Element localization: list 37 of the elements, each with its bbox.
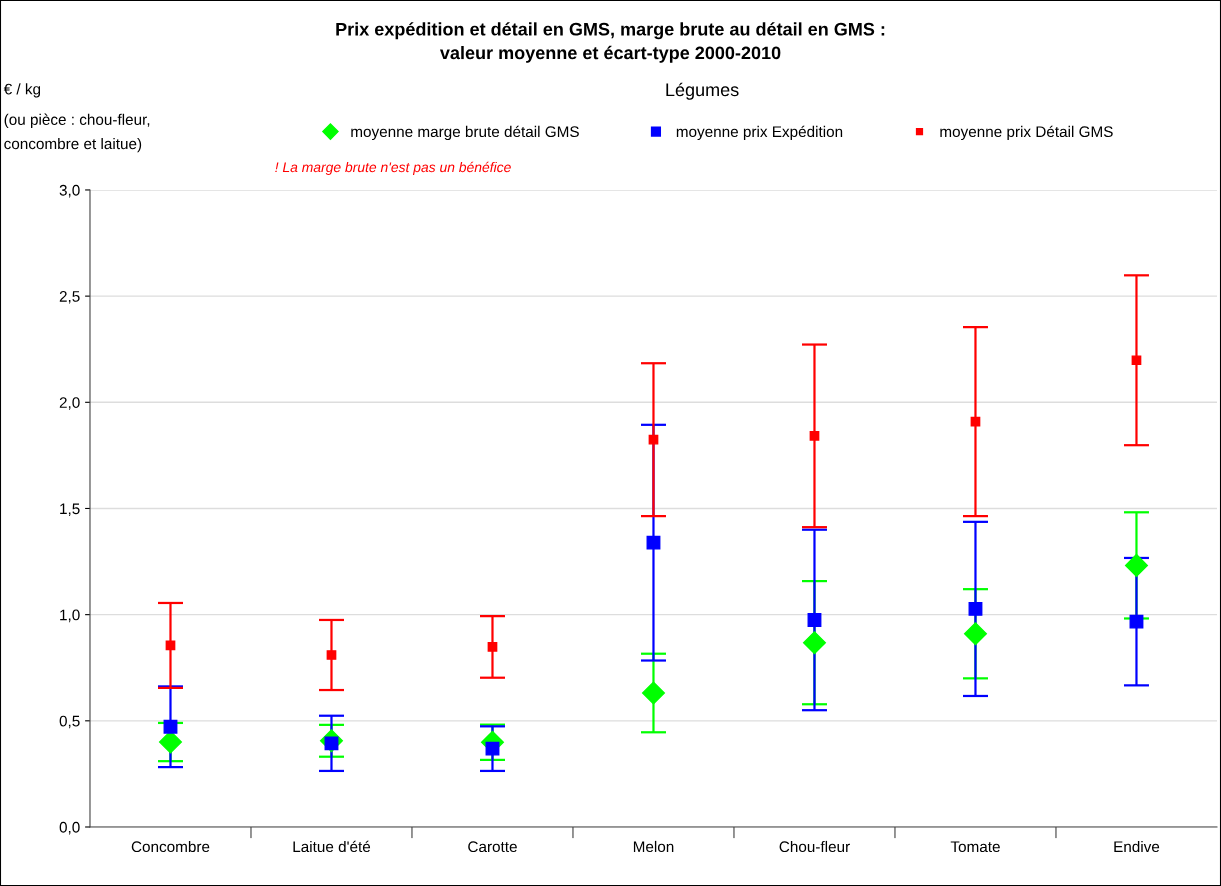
legend-label: moyenne prix Détail GMS xyxy=(940,125,1113,141)
point xyxy=(1129,614,1144,629)
point xyxy=(809,430,820,441)
x-tick-label: Chou-fleur xyxy=(779,840,850,853)
x-tick-label: Laitue d'été xyxy=(293,840,371,853)
y-tick-label: 0,5 xyxy=(59,715,80,729)
x-tick-label: Carotte xyxy=(468,841,517,853)
point xyxy=(968,601,983,616)
chart-subtitle: Légumes xyxy=(666,82,739,100)
text: € / kg xyxy=(3,83,41,98)
x-tick-label: Tomate xyxy=(950,841,1000,853)
text: (ou pièce : chou-fleur, concombre et laitue) xyxy=(4,113,150,153)
x-tick-label: Melon xyxy=(633,840,674,853)
y-tick-label: 1,5 xyxy=(60,503,80,516)
y-tick-label: 3,0 xyxy=(59,184,80,198)
point xyxy=(487,642,498,652)
legend-label: moyenne marge brute détail GMS xyxy=(351,125,579,141)
point xyxy=(802,631,826,655)
text: ! La marge brute n'est pas un bénéfice xyxy=(275,161,511,175)
point xyxy=(963,622,987,646)
point xyxy=(646,535,661,550)
y-tick-label: 1,0 xyxy=(60,609,80,623)
x-tick-label: Endive xyxy=(1114,840,1160,853)
point xyxy=(1124,553,1148,577)
y-tick-label: 2,0 xyxy=(59,397,80,410)
point xyxy=(485,741,500,756)
point xyxy=(326,650,337,660)
point xyxy=(641,681,665,705)
chart-title: Prix expédition et détail en GMS, marge brute au détail en GMS : valeur moyenne et écart-type 2000-2010 xyxy=(336,22,885,63)
point xyxy=(163,719,178,734)
point xyxy=(648,434,659,445)
legend-label: moyenne prix Expédition xyxy=(676,125,843,141)
point xyxy=(807,613,822,627)
point xyxy=(1131,355,1142,366)
x-tick-label: Concombre xyxy=(131,840,210,853)
y-tick-label: 0,0 xyxy=(59,821,80,835)
y-tick-label: 2,5 xyxy=(59,291,80,304)
